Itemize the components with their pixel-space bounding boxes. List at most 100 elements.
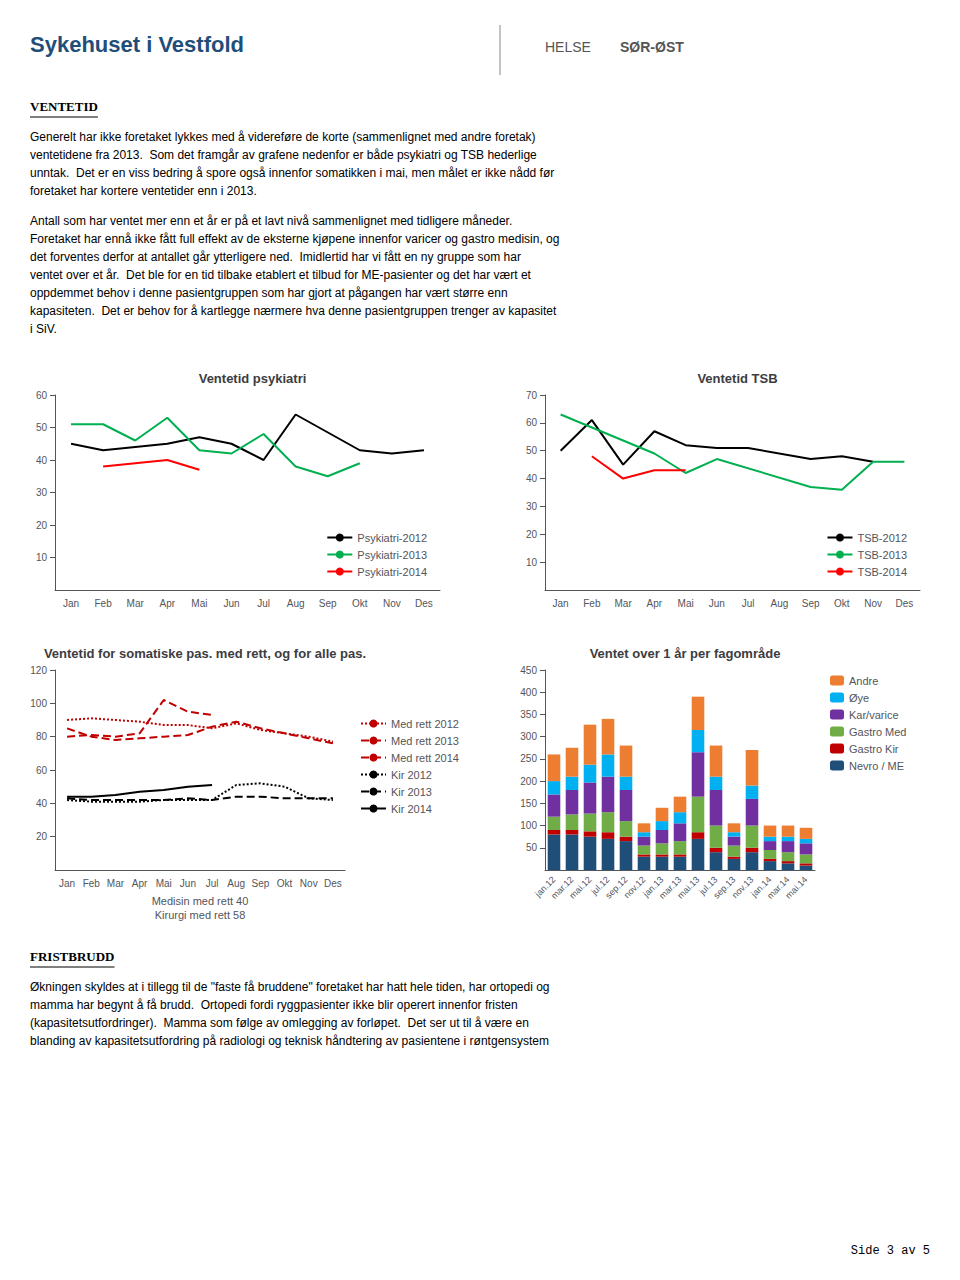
- svg-text:Okt: Okt: [834, 598, 850, 609]
- svg-text:Des: Des: [324, 878, 342, 889]
- svg-text:Jul: Jul: [257, 598, 270, 609]
- svg-text:Medisin med rett 40: Medisin med rett 40: [152, 895, 249, 907]
- svg-text:Feb: Feb: [95, 598, 113, 609]
- svg-text:Med rett 2012: Med rett 2012: [391, 718, 459, 730]
- svg-text:i SiV.: i SiV.: [30, 322, 57, 336]
- svg-text:Økningen skyldes at i tillegg: Økningen skyldes at i tillegg til de "fa…: [30, 980, 550, 994]
- svg-text:Ventetid psykiatri: Ventetid psykiatri: [199, 371, 307, 386]
- svg-text:300: 300: [520, 731, 537, 742]
- svg-text:100: 100: [30, 698, 47, 709]
- svg-text:Ventetid for somatiske pas. me: Ventetid for somatiske pas. med rett, og…: [44, 646, 366, 661]
- svg-text:70: 70: [526, 390, 538, 401]
- svg-text:Apr: Apr: [647, 598, 663, 609]
- svg-text:Gastro Med: Gastro Med: [849, 726, 906, 738]
- svg-text:Mar: Mar: [615, 598, 633, 609]
- svg-text:Mai: Mai: [191, 598, 207, 609]
- svg-text:TSB-2014: TSB-2014: [857, 566, 907, 578]
- svg-text:10: 10: [526, 557, 538, 568]
- svg-text:TSB-2012: TSB-2012: [857, 532, 907, 544]
- svg-text:40: 40: [36, 798, 48, 809]
- svg-text:Jan: Jan: [553, 598, 569, 609]
- svg-text:Okt: Okt: [277, 878, 293, 889]
- svg-text:Foretaket har ennå ikke fått f: Foretaket har ennå ikke fått full effekt…: [30, 232, 559, 246]
- svg-text:Øye: Øye: [849, 692, 869, 704]
- svg-text:30: 30: [36, 487, 48, 498]
- svg-text:Andre: Andre: [849, 675, 878, 687]
- svg-text:HELSE: HELSE: [545, 39, 591, 55]
- svg-text:350: 350: [520, 709, 537, 720]
- svg-text:Nov: Nov: [300, 878, 318, 889]
- svg-text:60: 60: [36, 390, 48, 401]
- svg-text:Mai: Mai: [156, 878, 172, 889]
- svg-text:ventetidene fra 2013. Som det: ventetidene fra 2013. Som det framgår av…: [30, 148, 537, 162]
- svg-text:foretaket har kortere ventetid: foretaket har kortere ventetider enn i 2…: [30, 184, 257, 198]
- svg-text:VENTETID: VENTETID: [30, 99, 98, 114]
- svg-text:40: 40: [36, 455, 48, 466]
- svg-text:Aug: Aug: [227, 878, 245, 889]
- svg-text:Psykiatri-2013: Psykiatri-2013: [357, 549, 427, 561]
- svg-text:Kar/varice: Kar/varice: [849, 709, 899, 721]
- svg-text:20: 20: [36, 831, 48, 842]
- svg-text:SØR-ØST: SØR-ØST: [620, 39, 684, 55]
- svg-text:20: 20: [526, 529, 538, 540]
- svg-text:det forventes derfor at antall: det forventes derfor at antallet går ytt…: [30, 250, 521, 264]
- svg-text:mai.13: mai.13: [675, 874, 701, 900]
- svg-text:unntak. Det er en viss bedrin: unntak. Det er en viss bedring å spore o…: [30, 166, 554, 180]
- svg-text:60: 60: [526, 417, 538, 428]
- svg-text:400: 400: [520, 687, 537, 698]
- svg-text:mai.14: mai.14: [783, 874, 809, 900]
- svg-text:Feb: Feb: [83, 878, 101, 889]
- svg-text:Med rett 2014: Med rett 2014: [391, 752, 459, 764]
- svg-text:450: 450: [520, 665, 537, 676]
- svg-text:Ventetid TSB: Ventetid TSB: [697, 371, 777, 386]
- svg-text:Nov: Nov: [383, 598, 401, 609]
- svg-text:80: 80: [36, 731, 48, 742]
- svg-text:Apr: Apr: [160, 598, 176, 609]
- svg-text:Sykehuset i Vestfold: Sykehuset i Vestfold: [30, 32, 244, 57]
- svg-text:Des: Des: [895, 598, 913, 609]
- svg-text:Mar: Mar: [107, 878, 125, 889]
- svg-text:Med rett 2013: Med rett 2013: [391, 735, 459, 747]
- svg-text:Nevro / ME: Nevro / ME: [849, 760, 904, 772]
- svg-text:250: 250: [520, 753, 537, 764]
- svg-text:Jul: Jul: [206, 878, 219, 889]
- svg-text:Apr: Apr: [132, 878, 148, 889]
- svg-text:60: 60: [36, 765, 48, 776]
- svg-text:120: 120: [30, 665, 47, 676]
- svg-text:50: 50: [526, 445, 538, 456]
- svg-text:Feb: Feb: [583, 598, 601, 609]
- svg-text:Psykiatri-2012: Psykiatri-2012: [357, 532, 427, 544]
- svg-text:Side 3 av 5: Side 3 av 5: [851, 1244, 930, 1258]
- svg-text:oppdemmet behov i denne pasien: oppdemmet behov i denne pasientgruppen s…: [30, 286, 508, 300]
- svg-text:Generelt har ikke foretaket ly: Generelt har ikke foretaket lykkes med å…: [30, 130, 536, 144]
- svg-text:Sep: Sep: [802, 598, 820, 609]
- svg-text:mai.12: mai.12: [567, 874, 593, 900]
- svg-text:Nov: Nov: [864, 598, 882, 609]
- svg-text:20: 20: [36, 520, 48, 531]
- svg-text:Kir 2012: Kir 2012: [391, 769, 432, 781]
- svg-text:Ventet over 1 år per fagområde: Ventet over 1 år per fagområde: [590, 646, 781, 661]
- svg-text:Jan: Jan: [63, 598, 79, 609]
- svg-text:Gastro Kir: Gastro Kir: [849, 743, 899, 755]
- svg-text:Sep: Sep: [319, 598, 337, 609]
- svg-text:ventet over et år. Det ble fo: ventet over et år. Det ble for en tid ti…: [30, 268, 532, 282]
- svg-text:50: 50: [36, 422, 48, 433]
- svg-text:nov.12: nov.12: [622, 874, 648, 900]
- svg-text:Jun: Jun: [223, 598, 239, 609]
- svg-text:FRISTBRUDD: FRISTBRUDD: [30, 949, 115, 964]
- svg-text:Jan: Jan: [59, 878, 75, 889]
- svg-text:Mar: Mar: [127, 598, 145, 609]
- svg-text:Sep: Sep: [252, 878, 270, 889]
- svg-text:mamma har begynt å få brudd.: mamma har begynt å få brudd. Ortopedi fo…: [30, 998, 518, 1012]
- svg-text:Kir 2013: Kir 2013: [391, 786, 432, 798]
- svg-text:40: 40: [526, 473, 538, 484]
- svg-text:blanding av kapasitetsutfordri: blanding av kapasitetsutfordring på radi…: [30, 1034, 549, 1048]
- svg-text:Antall som har ventet mer enn: Antall som har ventet mer enn et år er p…: [30, 214, 512, 228]
- svg-text:Jun: Jun: [709, 598, 725, 609]
- svg-text:100: 100: [520, 820, 537, 831]
- svg-text:Des: Des: [415, 598, 433, 609]
- svg-text:200: 200: [520, 776, 537, 787]
- svg-text:Psykiatri-2014: Psykiatri-2014: [357, 566, 427, 578]
- svg-text:Aug: Aug: [287, 598, 305, 609]
- svg-text:Jun: Jun: [180, 878, 196, 889]
